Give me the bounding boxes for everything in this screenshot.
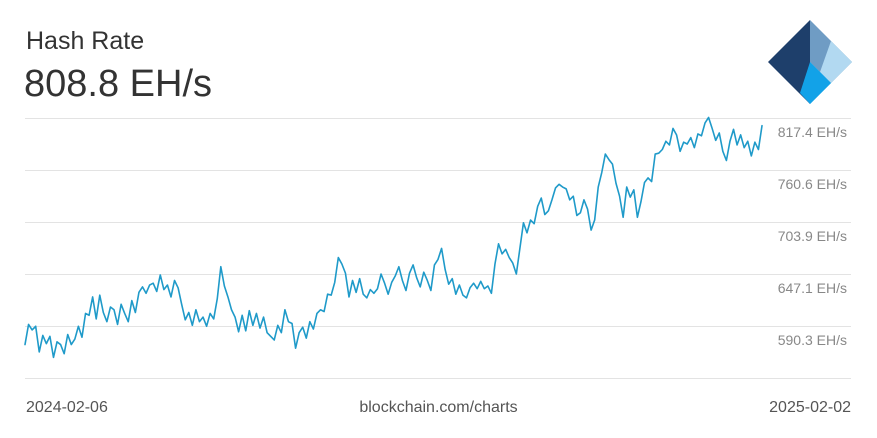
y-tick-label: 590.3 EH/s bbox=[778, 332, 847, 348]
y-tick-label: 703.9 EH/s bbox=[778, 228, 847, 244]
y-axis-ticks: 590.3 EH/s 647.1 EH/s 703.9 EH/s 760.6 EH/s… bbox=[778, 124, 847, 348]
blockchain-logo-icon bbox=[768, 20, 852, 104]
x-axis-end-date: 2025-02-02 bbox=[769, 399, 851, 416]
grid-layer bbox=[25, 118, 851, 379]
y-tick-label: 817.4 EH/s bbox=[778, 124, 847, 140]
logo-right-tip-facet bbox=[820, 41, 852, 83]
y-tick-label: 760.6 EH/s bbox=[778, 176, 847, 192]
logo-center-facet bbox=[800, 62, 831, 104]
source-label: blockchain.com/charts bbox=[359, 399, 518, 416]
x-axis-start-date: 2024-02-06 bbox=[26, 399, 108, 416]
current-hash-rate-value: 808.8 EH/s bbox=[24, 63, 212, 105]
hash-rate-series-line bbox=[24, 116, 763, 359]
logo-left-facet bbox=[768, 20, 810, 104]
y-tick-label: 647.1 EH/s bbox=[778, 280, 847, 296]
chart-title: Hash Rate bbox=[26, 27, 145, 55]
